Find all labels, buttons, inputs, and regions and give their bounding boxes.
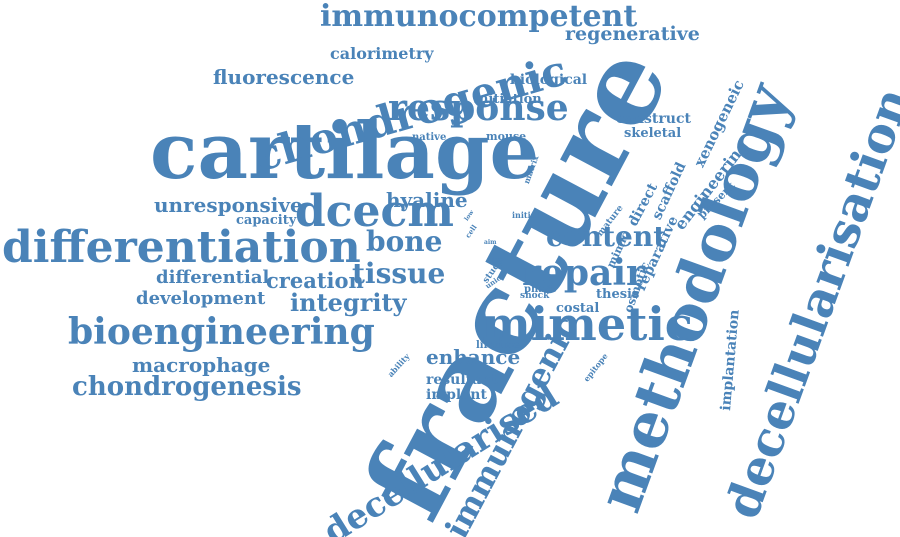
word-regenerative: regenerative: [565, 25, 700, 44]
word-lifetime: lifetime: [476, 341, 520, 351]
word-native: native: [412, 133, 446, 143]
word-bone: bone: [366, 228, 442, 256]
word-skeletal: skeletal: [624, 127, 681, 140]
word-development: development: [136, 290, 265, 308]
word-calorimetry: calorimetry: [330, 46, 434, 62]
word-mouse: mouse: [486, 131, 526, 142]
word-construct: construct: [616, 112, 691, 126]
word-costal: costal: [556, 302, 599, 315]
word-macrophage: macrophage: [132, 355, 270, 375]
word-implant: implant: [426, 388, 487, 402]
word-fluorescence: fluorescence: [213, 67, 354, 87]
word-unresponsive: unresponsive: [154, 195, 303, 215]
word-differential: differential: [156, 269, 269, 287]
word-capacity: capacity: [236, 214, 296, 227]
word-hyaline: hyaline: [386, 190, 468, 210]
word-bioengineering: bioengineering: [68, 314, 375, 350]
word-resultant: resultant: [426, 373, 498, 387]
word-initial: initial: [512, 211, 539, 219]
word-shock: shock: [520, 292, 549, 301]
word-aim: aim: [484, 240, 497, 246]
word-biological: biological: [510, 73, 587, 87]
word-creation: creation: [266, 270, 364, 291]
word-initiation: initiation: [474, 93, 542, 106]
word-chondrogenesis: chondrogenesis: [72, 374, 302, 400]
word-epitope: epitope: [582, 352, 609, 383]
word-integrity: integrity: [290, 291, 407, 315]
word-tissue: tissue: [352, 260, 445, 288]
